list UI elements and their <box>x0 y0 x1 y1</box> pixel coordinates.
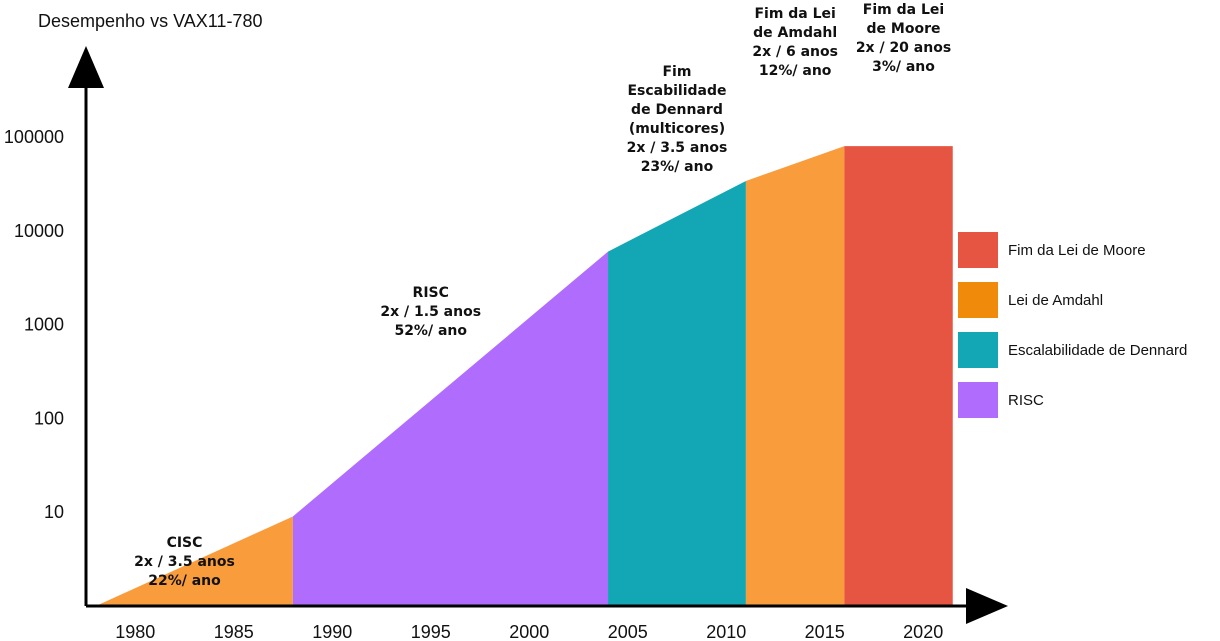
x-tick-label: 1985 <box>214 622 254 641</box>
y-tick-label: 100000 <box>4 127 64 147</box>
x-tick-label: 2015 <box>805 622 845 641</box>
legend-label: RISC <box>1008 392 1044 409</box>
x-tick-label: 2000 <box>509 622 549 641</box>
area-segment-cisc <box>95 516 293 606</box>
y-tick-label: 10 <box>44 502 64 522</box>
x-tick-label: 2010 <box>706 622 746 641</box>
annotation-cisc: CISC 2x / 3.5 anos 22%/ ano <box>134 535 235 589</box>
legend: Fim da Lei de Moore Lei de Amdahl Escalabi… <box>958 232 1187 418</box>
y-tick-labels: 10 100 1000 10000 100000 <box>4 127 64 522</box>
x-tick-label: 1980 <box>115 622 155 641</box>
axes <box>68 46 1008 624</box>
annotation-risc: RISC 2x / 1.5 anos 52%/ ano <box>380 285 481 339</box>
x-tick-label: 1990 <box>312 622 352 641</box>
legend-swatch <box>958 382 998 418</box>
legend-swatch <box>958 282 998 318</box>
legend-label: Lei de Amdahl <box>1008 292 1103 309</box>
area-segment-amdahl <box>745 146 845 607</box>
annotations: CISC 2x / 3.5 anos 22%/ ano RISC 2x / 1.5 an… <box>134 2 951 589</box>
legend-swatch <box>958 232 998 268</box>
legend-label: Escalabilidade de Dennard <box>1008 342 1187 359</box>
y-tick-label: 10000 <box>14 221 64 241</box>
area-segment-dennard <box>608 180 746 607</box>
x-tick-labels: 1980 1985 1990 1995 2000 2005 2010 2015 2020 <box>115 622 943 641</box>
y-axis-label: Desempenho vs VAX11-780 <box>38 11 262 31</box>
annotation-dennard: Fim Escabilidade de Dennard (multicores) 2x … <box>627 64 728 175</box>
y-tick-label: 1000 <box>24 315 64 335</box>
annotation-moore: Fim da Lei de Moore 2x / 20 anos 3%/ ano <box>856 2 951 75</box>
x-tick-label: 1995 <box>411 622 451 641</box>
legend-label: Fim da Lei de Moore <box>1008 242 1146 259</box>
area-segments <box>95 146 953 607</box>
area-segment-risc <box>292 251 609 606</box>
x-tick-label: 2005 <box>608 622 648 641</box>
annotation-amdahl: Fim da Lei de Amdahl 2x / 6 anos 12%/ ano <box>752 6 838 79</box>
legend-swatch <box>958 332 998 368</box>
x-tick-label: 2020 <box>903 622 943 641</box>
y-tick-label: 100 <box>34 408 64 428</box>
area-segment-moore <box>844 146 953 607</box>
